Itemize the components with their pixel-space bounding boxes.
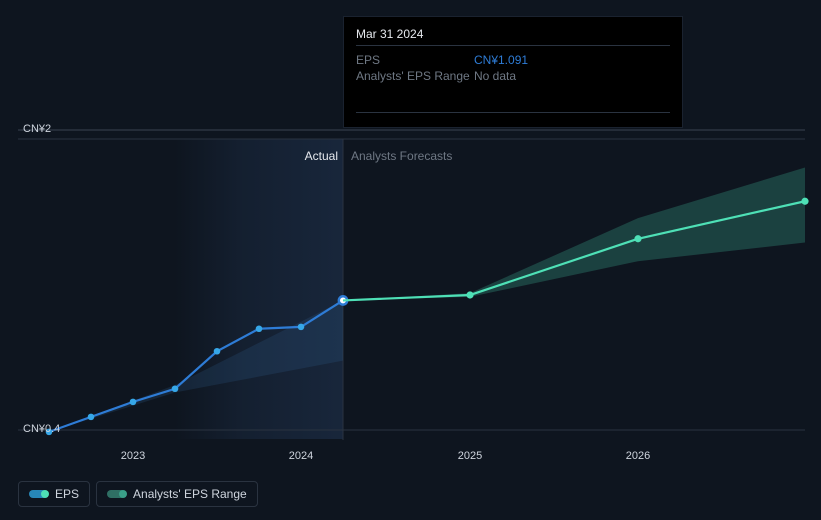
tooltip-value: CN¥1.091 xyxy=(474,53,528,67)
tooltip-divider xyxy=(356,45,670,46)
legend-label: EPS xyxy=(55,487,79,501)
tooltip-row: EPS CN¥1.091 xyxy=(356,52,670,68)
legend-swatch-icon xyxy=(29,490,47,498)
tooltip-key: Analysts' EPS Range xyxy=(356,69,474,83)
chart-legend: EPS Analysts' EPS Range xyxy=(18,481,258,507)
tooltip-value: No data xyxy=(474,69,516,83)
tooltip-row: Analysts' EPS Range No data xyxy=(356,68,670,84)
legend-item-eps[interactable]: EPS xyxy=(18,481,90,507)
chart-tooltip: Mar 31 2024 EPS CN¥1.091 Analysts' EPS R… xyxy=(343,16,683,128)
eps-forecast-chart: CN¥2 CN¥0.4 2023 2024 2025 2026 Actual A… xyxy=(18,0,805,520)
legend-swatch-icon xyxy=(107,490,125,498)
legend-item-eps-range[interactable]: Analysts' EPS Range xyxy=(96,481,258,507)
tooltip-date: Mar 31 2024 xyxy=(356,27,670,41)
tooltip-divider xyxy=(356,112,670,113)
legend-label: Analysts' EPS Range xyxy=(133,487,247,501)
tooltip-key: EPS xyxy=(356,53,474,67)
